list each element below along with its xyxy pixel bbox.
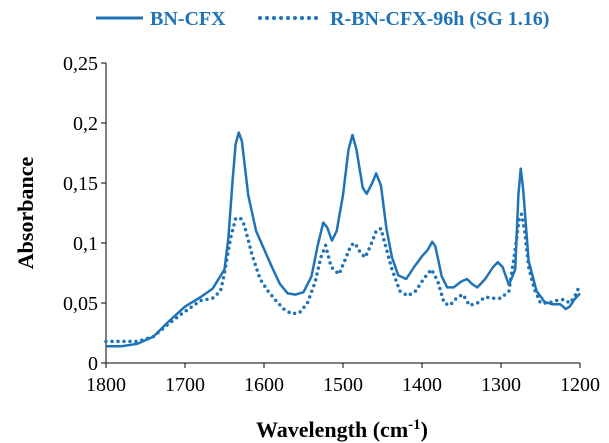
y-tick-label: 0	[88, 353, 98, 375]
y-tick-label: 0,1	[73, 233, 98, 255]
x-axis-title-text: Wavelength (cm	[256, 417, 408, 442]
series-line-bn-cfx	[106, 133, 580, 347]
x-tick-label: 1600	[244, 374, 284, 396]
legend: BN-CFX R-BN-CFX-96h (SG 1.16)	[96, 8, 549, 30]
x-axis-title-close: )	[421, 417, 428, 442]
x-tick-label: 1300	[481, 374, 521, 396]
y-tick-label: 0,2	[73, 113, 98, 135]
x-axis-title: Wavelength (cm-1)	[256, 417, 428, 442]
x-tick-label: 1200	[560, 374, 600, 396]
y-tick-label: 0,05	[63, 293, 98, 315]
x-tick-label: 1700	[165, 374, 205, 396]
plot-area	[106, 133, 580, 347]
series-line-r-bn-cfx-96h	[106, 214, 580, 341]
x-axis-title-superscript: -1	[408, 417, 421, 433]
legend-label-r-bn-cfx-96h: R-BN-CFX-96h (SG 1.16)	[330, 8, 549, 30]
y-tick-label: 0,15	[63, 173, 98, 195]
legend-label-bn-cfx: BN-CFX	[150, 8, 226, 30]
y-tick-label: 0,25	[63, 53, 98, 75]
x-tick-label: 1800	[86, 374, 126, 396]
x-tick-label: 1400	[402, 374, 442, 396]
y-axis-title: Absorbance	[13, 157, 38, 270]
x-tick-label: 1500	[323, 374, 363, 396]
